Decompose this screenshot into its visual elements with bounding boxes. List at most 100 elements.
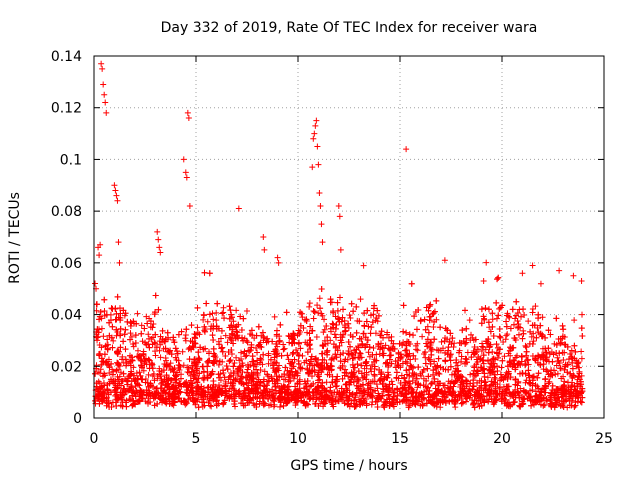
roti-point-bulk [366, 344, 373, 351]
roti-point-bulk [165, 393, 172, 400]
roti-point-bulk [114, 360, 121, 367]
roti-point-bulk [489, 316, 496, 323]
roti-point-bulk [466, 317, 473, 324]
roti-point-bulk [427, 380, 434, 387]
roti-point-bulk [490, 368, 497, 375]
roti-point-bulk [238, 393, 245, 400]
roti-point-bulk [570, 372, 577, 379]
roti-point-bulk [160, 367, 167, 374]
roti-point-bulk [470, 401, 477, 408]
roti-point-bulk [425, 355, 432, 362]
roti-point-bulk [388, 352, 395, 359]
roti-point-bulk [432, 363, 439, 370]
roti-point-bulk [193, 385, 200, 392]
roti-point-bulk [191, 373, 198, 380]
roti-point-bulk [493, 390, 500, 397]
roti-point-bulk [494, 276, 501, 283]
roti-point-bulk [309, 373, 316, 380]
roti-point-bulk [392, 358, 399, 365]
roti-point-bulk [414, 384, 421, 391]
roti-point-bulk [246, 390, 253, 397]
roti-point-bulk [488, 361, 495, 368]
roti-point-bulk [354, 385, 361, 392]
roti-point-bulk [360, 262, 367, 269]
roti-point-bulk [117, 369, 124, 376]
roti-point-bulk [575, 359, 582, 366]
roti-point-bulk [571, 355, 578, 362]
roti-point-bulk [236, 357, 243, 364]
roti-point-bulk [345, 350, 352, 357]
roti-point-bulk [380, 334, 387, 341]
roti-point-bulk [513, 298, 520, 305]
roti-point-bulk [336, 294, 343, 301]
roti-point-bulk [376, 377, 383, 384]
roti-point-bulk [265, 338, 272, 345]
roti-point-bulk [151, 402, 158, 409]
roti-point-bulk [423, 304, 430, 311]
roti-point-bulk [503, 323, 510, 330]
roti-point-bulk [345, 373, 352, 380]
roti-point-bulk [445, 366, 452, 373]
roti-point-bulk [493, 349, 500, 356]
roti-point-bulk [411, 313, 418, 320]
roti-point-bulk [415, 307, 422, 314]
roti-point-bulk [356, 401, 363, 408]
roti-point-bulk [109, 399, 116, 406]
roti-point-bulk [333, 383, 340, 390]
roti-point-bulk [214, 300, 221, 307]
roti-point-bulk [535, 353, 542, 360]
roti-point-bulk [489, 323, 496, 330]
roti-point-bulk [578, 348, 585, 355]
roti-point-bulk [209, 310, 216, 317]
roti-point-bulk [271, 313, 278, 320]
roti-point-bulk [101, 296, 108, 303]
roti-point-bulk [163, 363, 170, 370]
roti-point-bulk [206, 311, 213, 318]
roti-point-bulk [545, 327, 552, 334]
roti-point-bulk [510, 321, 517, 328]
roti-point-bulk [498, 395, 505, 402]
roti-point-bulk [481, 373, 488, 380]
roti-point-bulk [285, 356, 292, 363]
roti-point-bulk [440, 382, 447, 389]
roti-point-bulk [315, 362, 322, 369]
roti-point-bulk [338, 385, 345, 392]
roti-point-bulk [365, 380, 372, 387]
roti-point-bulk [152, 352, 159, 359]
roti-point-bulk [350, 308, 357, 315]
roti-point-bulk [573, 380, 580, 387]
roti-point-bulk [237, 363, 244, 370]
roti-point-bulk [375, 340, 382, 347]
roti-point-bulk [559, 322, 566, 329]
roti-point-bulk [297, 345, 304, 352]
roti-point-bulk [480, 393, 487, 400]
roti-point-bulk [452, 404, 459, 411]
roti-point-bulk [199, 399, 206, 406]
roti-point-bulk [125, 375, 132, 382]
roti-point-bulk [261, 334, 268, 341]
roti-point-bulk [451, 340, 458, 347]
roti-point-bulk [424, 365, 431, 372]
roti-point-bulk [215, 361, 222, 368]
roti-point-bulk [317, 305, 324, 312]
roti-point-bulk [358, 362, 365, 369]
roti-point-bulk [490, 381, 497, 388]
roti-point-bulk [277, 321, 284, 328]
roti-point-bulk [194, 398, 201, 405]
roti-point-bulk [479, 367, 486, 374]
roti-point-bulk [337, 337, 344, 344]
roti-point-bulk [222, 332, 229, 339]
roti-point-bulk [353, 389, 360, 396]
roti-point-bulk [429, 310, 436, 317]
roti-point-bulk [323, 388, 330, 395]
roti-point-bulk [243, 308, 250, 315]
roti-point-bulk [512, 364, 519, 371]
roti-point-bulk [567, 370, 574, 377]
roti-point-bulk [194, 379, 201, 386]
roti-point-bulk [114, 328, 121, 335]
roti-point-bulk [424, 343, 431, 350]
roti-point-bulk [371, 371, 378, 378]
roti-point-bulk [218, 345, 225, 352]
roti-point-bulk [142, 398, 149, 405]
roti-point-bulk [409, 400, 416, 407]
